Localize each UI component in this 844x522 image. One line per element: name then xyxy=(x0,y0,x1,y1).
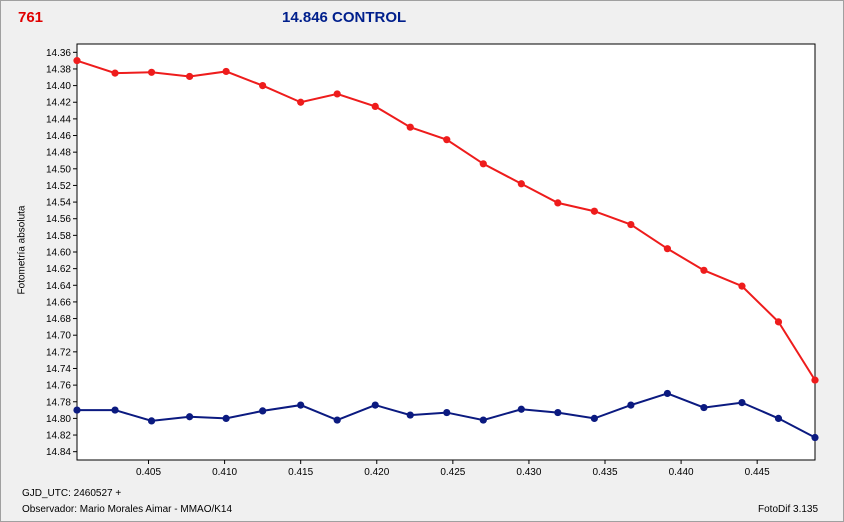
data-point xyxy=(186,72,194,81)
x-tick-label: 0.415 xyxy=(288,467,313,478)
y-tick-label: 14.76 xyxy=(46,381,71,392)
data-point xyxy=(738,398,746,407)
y-tick-label: 14.52 xyxy=(46,181,71,192)
data-point xyxy=(738,282,746,290)
observer-label: Observador: Mario Morales Aimar - MMAO/K… xyxy=(22,504,233,515)
y-tick-label: 14.80 xyxy=(46,414,71,425)
x-tick-label: 0.420 xyxy=(364,467,389,478)
y-tick-label: 14.42 xyxy=(46,98,71,109)
data-point xyxy=(371,401,379,409)
star-id: 761 xyxy=(18,9,44,26)
data-point xyxy=(333,416,341,424)
y-tick-label: 14.46 xyxy=(46,131,71,142)
data-point xyxy=(517,405,525,413)
data-point xyxy=(774,318,783,326)
data-point xyxy=(371,102,379,110)
data-point xyxy=(297,98,305,106)
data-point xyxy=(700,266,708,274)
y-tick-label: 14.44 xyxy=(46,114,71,125)
data-point xyxy=(147,68,156,76)
y-tick-label: 14.82 xyxy=(46,431,71,442)
x-tick-label: 0.435 xyxy=(592,467,617,478)
y-tick-label: 14.38 xyxy=(46,64,71,75)
data-point xyxy=(627,401,635,409)
x-tick-label: 0.425 xyxy=(440,467,465,478)
data-point xyxy=(663,245,672,253)
y-tick-label: 14.78 xyxy=(46,397,71,408)
data-point xyxy=(111,69,119,77)
data-point xyxy=(479,160,487,168)
data-point xyxy=(297,401,305,409)
x-tick-label: 0.410 xyxy=(212,467,237,478)
y-tick-label: 14.48 xyxy=(46,148,71,159)
y-tick-label: 14.56 xyxy=(46,214,71,225)
y-tick-label: 14.60 xyxy=(46,248,71,259)
y-tick-label: 14.36 xyxy=(46,48,71,59)
data-point xyxy=(811,433,819,442)
y-tick-label: 14.64 xyxy=(46,281,71,292)
y-tick-label: 14.68 xyxy=(46,314,71,325)
data-point xyxy=(700,403,708,412)
y-tick-label: 14.66 xyxy=(46,297,71,308)
y-tick-label: 14.62 xyxy=(46,264,71,275)
data-point xyxy=(663,389,672,398)
data-point xyxy=(774,414,783,422)
data-point xyxy=(443,408,451,417)
y-tick-label: 14.50 xyxy=(46,164,71,175)
y-tick-label: 14.40 xyxy=(46,81,71,92)
data-point xyxy=(73,406,81,414)
y-tick-label: 14.70 xyxy=(46,331,71,342)
x-tick-label: 0.430 xyxy=(516,467,541,478)
data-point xyxy=(259,82,267,90)
data-point xyxy=(333,90,341,98)
data-point xyxy=(259,407,267,415)
y-tick-label: 14.72 xyxy=(46,347,71,358)
y-tick-label: 14.84 xyxy=(46,447,71,458)
x-tick-label: 0.445 xyxy=(745,467,770,478)
data-point xyxy=(443,136,451,144)
software-label: FotoDif 3.135 xyxy=(758,504,819,515)
data-point xyxy=(73,57,81,65)
data-point xyxy=(406,123,414,131)
x-tick-label: 0.440 xyxy=(669,467,694,478)
data-point xyxy=(590,207,598,215)
data-point xyxy=(811,376,819,384)
data-point xyxy=(627,220,635,229)
y-tick-label: 14.58 xyxy=(46,231,71,242)
y-tick-label: 14.54 xyxy=(46,198,71,209)
y-tick-label: 14.74 xyxy=(46,364,71,375)
data-point xyxy=(479,416,487,424)
plot-area xyxy=(76,43,816,461)
data-point xyxy=(186,413,194,421)
data-point xyxy=(222,67,230,76)
data-point xyxy=(590,414,598,422)
data-point xyxy=(147,417,156,425)
chart-title: 14.846 CONTROL xyxy=(282,9,407,26)
data-point xyxy=(222,414,230,422)
x-tick-label: 0.405 xyxy=(136,467,161,478)
data-point xyxy=(554,199,562,207)
data-point xyxy=(111,406,119,414)
data-point xyxy=(554,408,562,417)
data-point xyxy=(517,180,525,188)
gjd-label: GJD_UTC: 2460527 + xyxy=(22,488,122,499)
data-point xyxy=(406,411,414,419)
